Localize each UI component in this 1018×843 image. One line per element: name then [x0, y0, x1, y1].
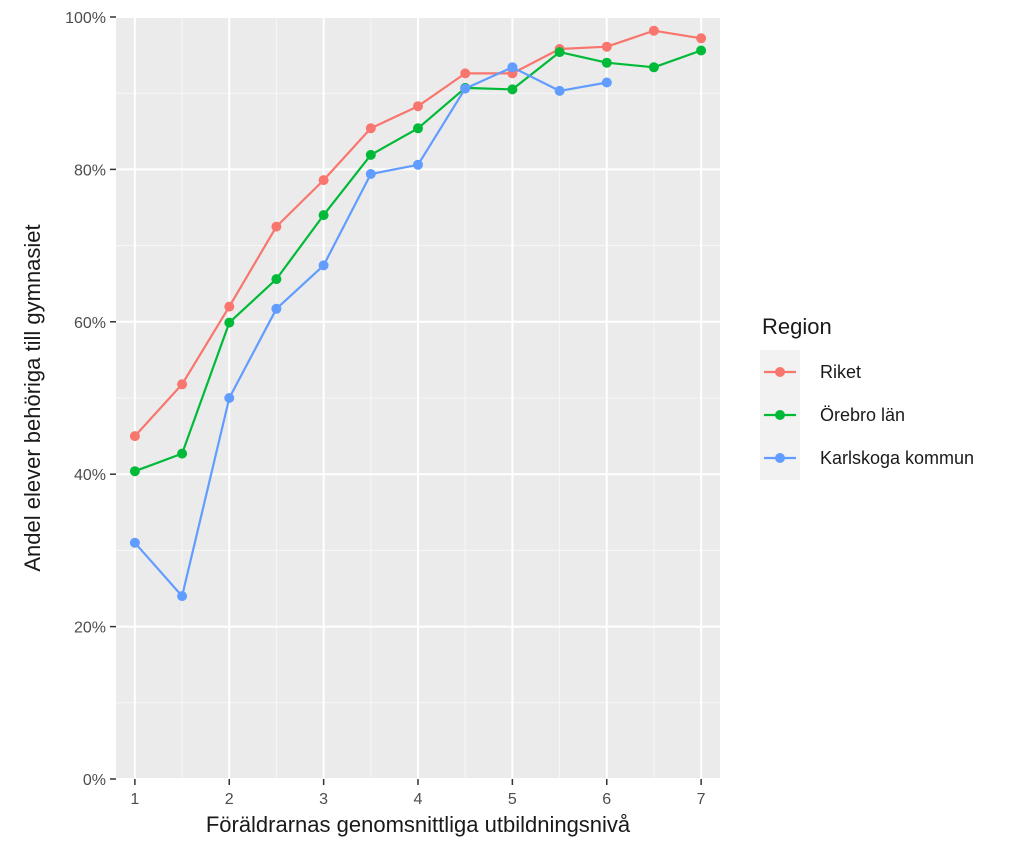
data-point [318, 210, 329, 221]
y-tick-label: 60% [74, 315, 106, 332]
data-point [129, 466, 140, 477]
data-point [696, 45, 707, 56]
x-tick-label: 6 [602, 791, 611, 808]
data-point [413, 123, 423, 134]
y-tick-label: 0% [83, 772, 106, 789]
data-point [224, 301, 235, 312]
series-riket [129, 25, 707, 442]
data-point [648, 25, 659, 36]
data-point [224, 317, 235, 328]
data-point [271, 221, 282, 232]
y-tick-label: 20% [74, 620, 106, 637]
data-point [413, 159, 423, 170]
data-point [271, 274, 282, 285]
x-tick-label: 2 [225, 791, 234, 808]
data-point [365, 123, 376, 134]
data-point [554, 85, 565, 96]
y-tick-label: 40% [74, 467, 106, 484]
data-point [554, 47, 565, 58]
data-point [696, 33, 707, 44]
data-point [271, 303, 282, 314]
data-point [413, 101, 423, 112]
series--rebro-l-n [129, 45, 707, 477]
x-tick-label: 3 [319, 791, 328, 808]
data-point [648, 62, 659, 73]
legend-key-point [775, 367, 785, 377]
legend-label: Karlskoga kommun [820, 448, 974, 468]
x-tick-label: 5 [508, 791, 517, 808]
y-tick-label: 80% [74, 162, 106, 179]
data-point [318, 175, 329, 186]
data-point [224, 393, 235, 403]
legend-key-point [775, 410, 785, 420]
data-point [460, 83, 471, 94]
x-tick-label: 1 [130, 791, 139, 808]
data-point [129, 537, 140, 548]
data-point [177, 591, 188, 602]
data-point [177, 379, 188, 390]
data-point [601, 77, 612, 88]
data-point [129, 431, 140, 442]
legend-label: Riket [820, 362, 861, 382]
data-point [365, 169, 376, 179]
y-axis-title: Andel elever behöriga till gymnasiet [20, 224, 45, 571]
legend-key-point [775, 453, 785, 463]
data-point [365, 149, 376, 160]
data-point [460, 68, 471, 79]
data-point [177, 448, 188, 459]
legend-title: Region [762, 314, 832, 339]
data-point [507, 84, 518, 95]
x-axis-title: Föräldrarnas genomsnittliga utbildningsn… [206, 812, 631, 837]
y-tick-label: 100% [65, 10, 106, 27]
legend: Region Riket Örebro län Karlskoga kommun [760, 314, 974, 480]
axes: 0% 20% 40% 60% 80% 100% 1 2 3 4 5 6 7 [65, 10, 706, 808]
gridlines [116, 16, 720, 780]
legend-label: Örebro län [820, 405, 905, 425]
series-karlskoga-kommun [129, 62, 612, 602]
x-tick-label: 7 [697, 791, 706, 808]
x-tick-label: 4 [414, 791, 423, 808]
series-layer [129, 25, 707, 602]
data-point [601, 41, 612, 52]
data-point [601, 57, 612, 68]
data-point [507, 62, 518, 73]
data-point [318, 260, 329, 271]
